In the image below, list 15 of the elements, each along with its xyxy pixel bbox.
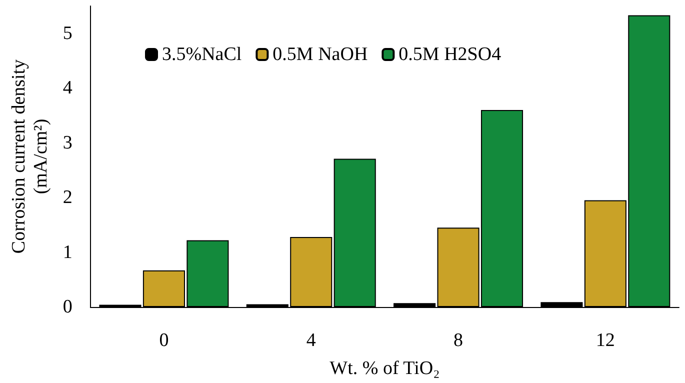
y-tick-label: 2 (62, 187, 72, 208)
y-tick-label: 4 (62, 78, 73, 99)
legend-label: 3.5%NaCl (162, 44, 242, 65)
y-tick-label: 1 (62, 242, 72, 263)
x-tick-label: 4 (306, 330, 316, 351)
y-axis-title: Corrosion current density (mA/cm²) (8, 58, 52, 254)
x-tick-label: 8 (454, 330, 464, 351)
x-axis-title: Wt. % of TiO₂ (330, 358, 440, 379)
y-tick-label: 0 (62, 296, 72, 318)
legend-label: 0.5M NaOH (272, 44, 368, 65)
legend-label: 0.5M H2SO4 (398, 44, 502, 65)
x-tick-label: 12 (596, 330, 615, 351)
y-tick-label: 5 (62, 22, 72, 44)
x-tick-label: 0 (159, 330, 169, 351)
y-tick-label: 3 (62, 132, 72, 154)
